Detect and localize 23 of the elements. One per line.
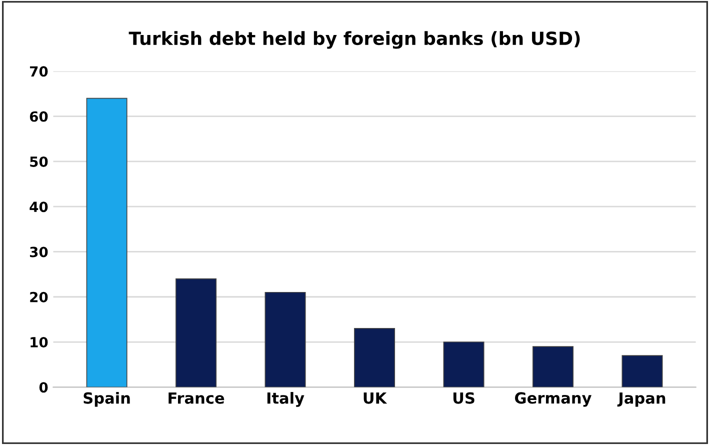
x-tick-label: France xyxy=(168,392,224,404)
x-tick-label: UK xyxy=(364,392,388,404)
x-tick-label: Germany xyxy=(515,392,592,407)
bar xyxy=(264,292,306,388)
x-tick-label: Japan xyxy=(617,392,666,407)
bar xyxy=(176,278,217,388)
bar xyxy=(443,342,484,388)
x-tick-label: Italy xyxy=(267,392,304,407)
y-tick-label: 20 xyxy=(30,292,48,302)
y-tick-label: 70 xyxy=(30,66,48,77)
y-tick-label: 60 xyxy=(30,111,48,122)
x-tick-label: US xyxy=(453,392,474,404)
bar xyxy=(86,98,128,388)
bar xyxy=(622,355,663,388)
bar xyxy=(532,346,574,388)
y-tick-label: 50 xyxy=(30,156,48,167)
x-tick-label: Spain xyxy=(84,392,130,407)
y-tick-label: 10 xyxy=(30,336,48,348)
y-tick-label: 30 xyxy=(30,246,48,258)
y-tick-label: 40 xyxy=(30,202,48,212)
y-tick-label: 0 xyxy=(39,382,48,393)
chart-title: Turkish debt held by foreign banks (bn USD) xyxy=(128,31,580,49)
bar xyxy=(354,328,396,388)
